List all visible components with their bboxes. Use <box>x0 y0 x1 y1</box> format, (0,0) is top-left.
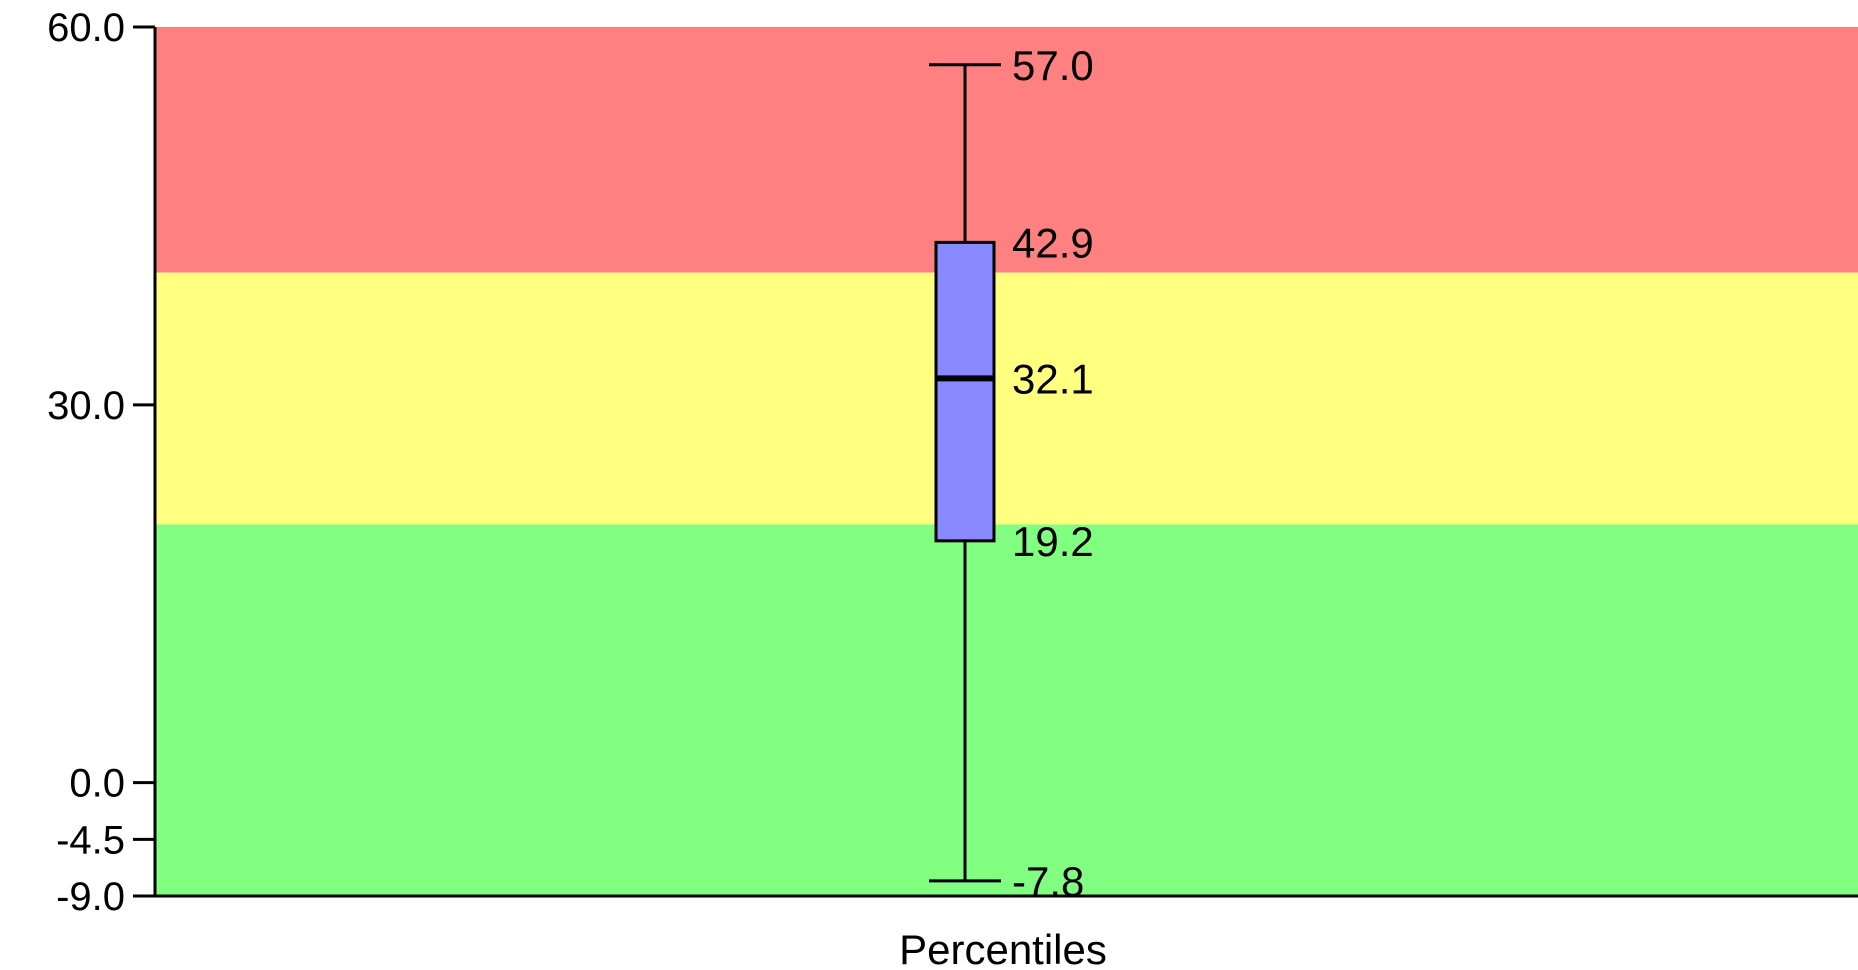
value-label-min: -7.8 <box>1012 858 1084 905</box>
value-label-median: 32.1 <box>1012 355 1094 402</box>
box-layer <box>929 63 1001 883</box>
x-axis-title: Percentiles <box>899 926 1107 970</box>
band-0 <box>155 27 1858 273</box>
value-labels: 57.0 42.9 32.1 19.2 -7.8 <box>1012 42 1094 905</box>
band-1 <box>155 272 1858 525</box>
value-label-q1: 19.2 <box>1012 518 1094 565</box>
bands-layer <box>155 27 1858 896</box>
y-tick-label-0: 60.0 <box>47 6 125 50</box>
y-tick-label-3: -4.5 <box>56 818 125 862</box>
y-tick-label-2: 0.0 <box>69 762 125 806</box>
band-2 <box>155 524 1858 896</box>
value-label-max: 57.0 <box>1012 42 1094 89</box>
iqr-box <box>934 240 996 543</box>
y-tick-label-4: -9.0 <box>56 875 125 919</box>
y-tick-label-1: 30.0 <box>47 384 125 428</box>
value-label-q3: 42.9 <box>1012 219 1094 266</box>
y-axis: 60.0 30.0 0.0 -4.5 -9.0 <box>47 6 1858 919</box>
